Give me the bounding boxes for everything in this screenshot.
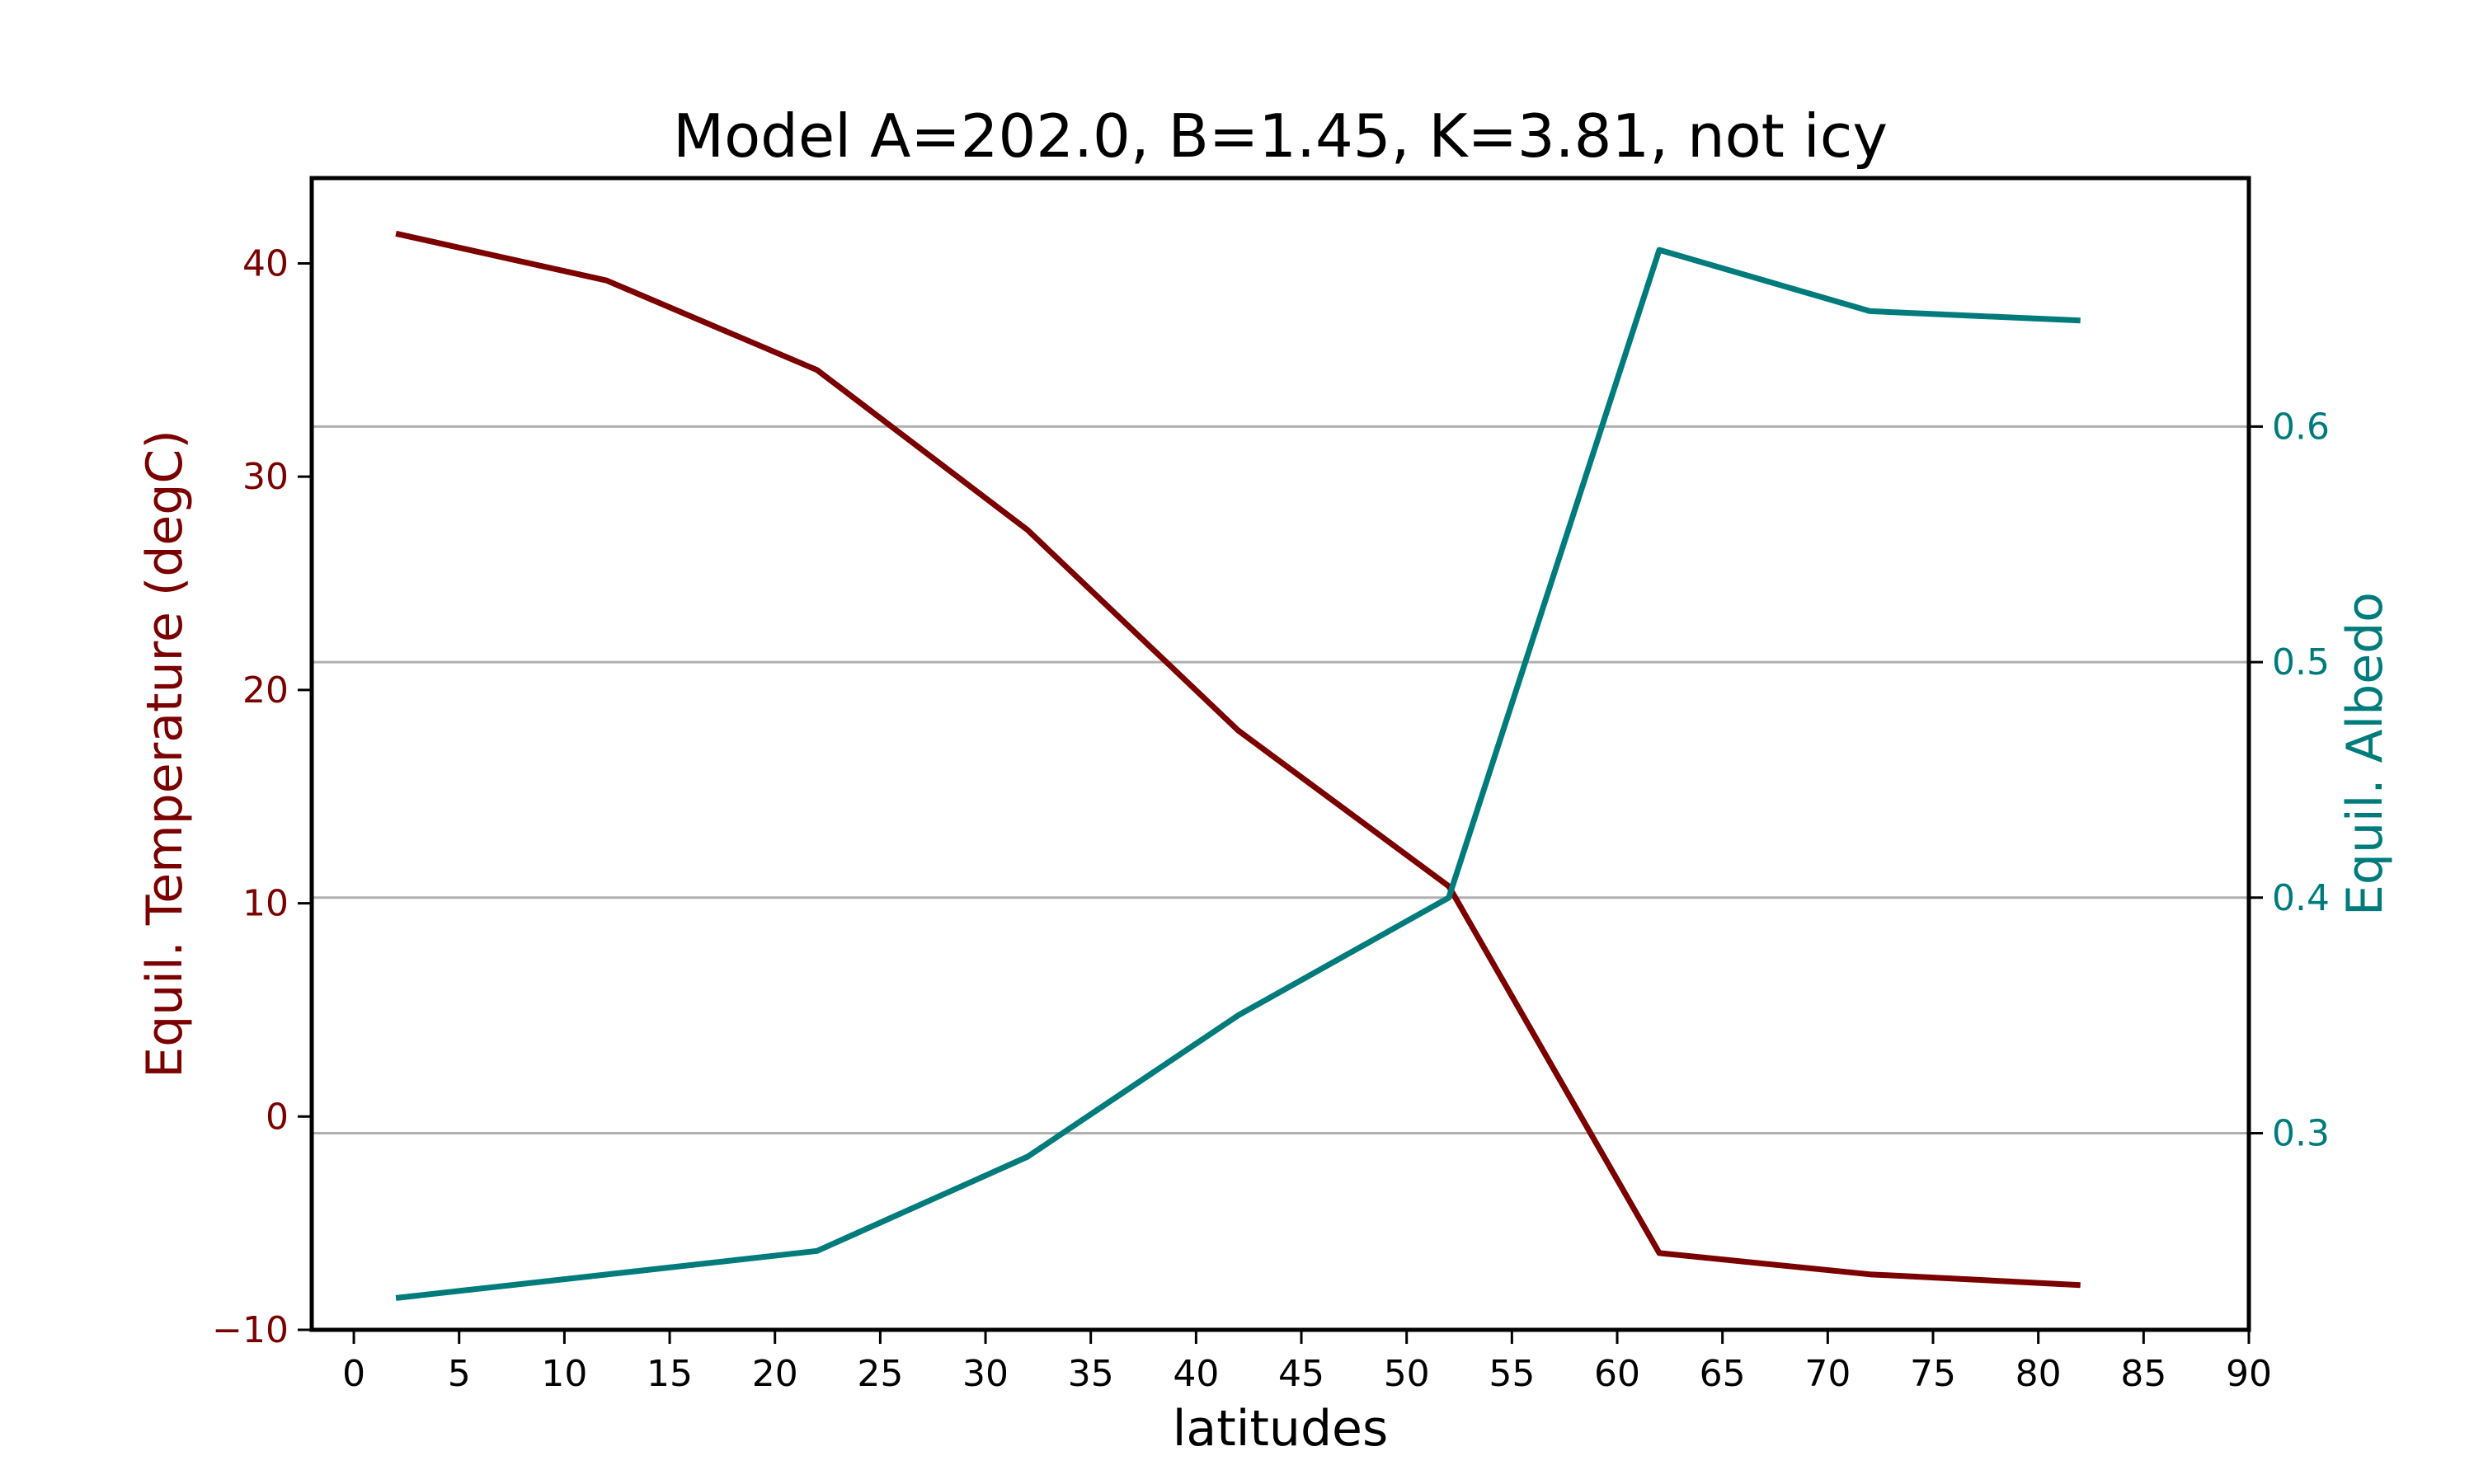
y-tick-label: 10: [242, 883, 289, 925]
x-axis-label: latitudes: [1173, 1400, 1388, 1458]
plot-frame: [309, 176, 2251, 1332]
x-tick-label: 65: [1700, 1353, 1746, 1395]
ticks-layer: 0 5 10 15 20 25 30 35 40 45 50 55 60 65 70 75 80 85 90 −10 0…: [212, 242, 2330, 1395]
y-tick-label: 20: [242, 669, 289, 711]
x-tick-label: 40: [1173, 1353, 1219, 1395]
chart-title: Model A=202.0, B=1.45, K=3.81, not icy: [673, 101, 1888, 171]
x-tick-label: 45: [1278, 1353, 1324, 1395]
y2-tick-label: 0.5: [2272, 641, 2330, 683]
x-tick-label: 10: [541, 1353, 587, 1395]
series-layer: [395, 230, 2081, 1301]
x-tick-label: 25: [857, 1353, 903, 1395]
x-tick-label: 30: [962, 1353, 1009, 1395]
x-tick-label: 20: [752, 1353, 798, 1395]
y-tick-label: −10: [212, 1309, 289, 1351]
y2-axis-label: Equil. Albedo: [2336, 592, 2394, 916]
y-axis-label: Equil. Temperature (degC): [136, 430, 194, 1078]
x-tick-label: 5: [448, 1353, 471, 1395]
y2-tick-label: 0.4: [2272, 877, 2330, 919]
x-tick-label: 90: [2226, 1353, 2272, 1395]
x-tick-label: 55: [1489, 1353, 1535, 1395]
x-tick-label: 85: [2120, 1353, 2166, 1395]
albedo-series-line: [395, 247, 2081, 1301]
temperature-series-line: [395, 230, 2081, 1289]
x-tick-label: 15: [647, 1353, 693, 1395]
y-tick-label: 30: [242, 456, 289, 498]
grid-layer: [312, 425, 2249, 1134]
y-tick-label: 0: [266, 1096, 289, 1138]
x-tick-label: 50: [1384, 1353, 1430, 1395]
x-tick-label: 70: [1804, 1353, 1851, 1395]
y2-tick-label: 0.3: [2272, 1112, 2330, 1154]
x-tick-label: 75: [1910, 1353, 1956, 1395]
x-tick-label: 0: [342, 1353, 365, 1395]
y-tick-label: 40: [242, 242, 289, 284]
x-tick-label: 60: [1594, 1353, 1640, 1395]
x-tick-label: 80: [2015, 1353, 2062, 1395]
y2-tick-label: 0.6: [2272, 406, 2330, 448]
x-tick-label: 35: [1068, 1353, 1114, 1395]
